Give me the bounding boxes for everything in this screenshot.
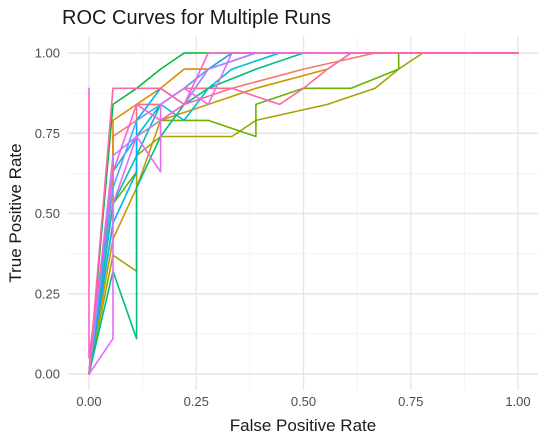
x-axis-title: False Positive Rate	[230, 416, 376, 435]
series-layer	[88, 52, 519, 375]
y-tick-label: 0.50	[35, 206, 60, 221]
x-tick-label: 0.50	[291, 394, 316, 409]
x-tick-label: 0.25	[184, 394, 209, 409]
x-tick-label: 1.00	[505, 394, 530, 409]
x-tick-label: 0.00	[76, 394, 101, 409]
roc-curve-7	[88, 52, 519, 375]
y-tick-label: 1.00	[35, 46, 60, 61]
chart-title: ROC Curves for Multiple Runs	[62, 7, 331, 29]
y-tick-label: 0.75	[35, 126, 60, 141]
y-tick-label: 0.00	[35, 367, 60, 382]
roc-curve-15	[88, 52, 519, 375]
y-tick-label: 0.25	[35, 286, 60, 301]
x-tick-labels: 0.00 0.25 0.50 0.75 1.00	[76, 394, 530, 409]
y-tick-labels: 0.00 0.25 0.50 0.75 1.00	[35, 46, 60, 382]
roc-curve-13	[88, 52, 519, 375]
y-axis-title: True Positive Rate	[6, 143, 25, 282]
roc-curve-9	[88, 52, 519, 375]
x-tick-label: 0.75	[398, 394, 423, 409]
